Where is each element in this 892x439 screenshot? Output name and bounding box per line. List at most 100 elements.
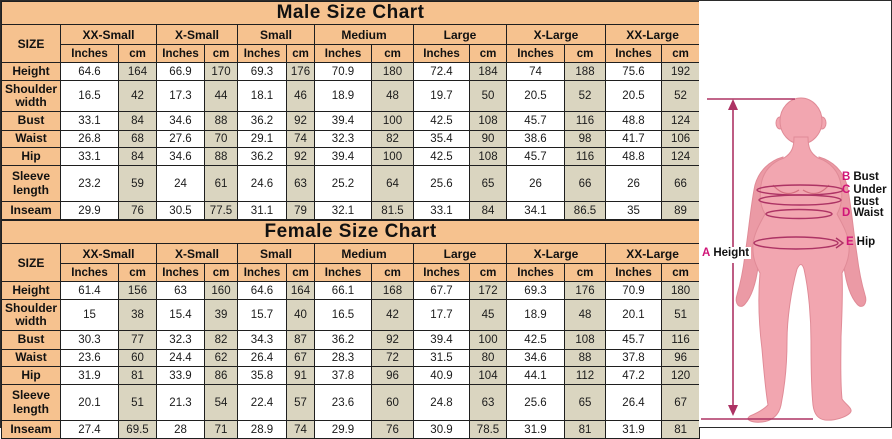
measurement-value-cm: 70 [204,130,238,148]
measurement-value-cm: 59 [118,165,157,202]
measurement-value-inches: 21.3 [156,384,205,421]
measurement-value-inches: 29.9 [314,420,372,439]
measurement-value-cm: 50 [469,80,507,112]
measurement-value-inches: 17.3 [156,80,205,112]
measurement-value-inches: 24.6 [237,165,287,202]
measurement-value-cm: 108 [564,330,606,350]
chart-title: Male Size Chart [0,1,701,25]
measurement-value-cm: 65 [469,165,507,202]
measurement-value-cm: 124 [660,147,701,166]
unit-header-cm: cm [118,263,157,282]
measurement-value-cm: 79 [286,201,315,220]
unit-header-inches: Inches [314,44,372,63]
measurement-value-inches: 18.1 [237,80,287,112]
measurement-value-inches: 63 [156,281,205,300]
measurement-value-inches: 34.6 [156,147,205,166]
unit-header-inches: Inches [156,44,205,63]
chart-title: Female Size Chart [0,220,701,244]
measurement-value-cm: 38 [118,299,157,331]
measurement-value-inches: 31.9 [506,420,565,439]
unit-header-inches: Inches [506,44,565,63]
measurement-value-inches: 16.5 [60,80,119,112]
measurement-value-inches: 42.5 [506,330,565,350]
hip-measure-line [753,236,839,250]
measurement-value-cm: 81 [660,420,701,439]
measurement-value-cm: 76 [118,201,157,220]
size-column-header: X-Large [506,243,606,264]
measurement-value-cm: 54 [204,384,238,421]
unit-header-inches: Inches [60,263,119,282]
unit-header-cm: cm [371,263,414,282]
measurement-value-cm: 77 [118,330,157,350]
label-bust: B Bust [842,171,879,183]
measurement-value-inches: 44.1 [506,366,565,385]
row-label: Inseam [1,420,61,439]
measurement-value-cm: 63 [469,384,507,421]
measurement-value-cm: 106 [660,130,701,148]
size-column-header: Small [237,24,315,45]
measurement-value-cm: 76 [371,420,414,439]
measurement-value-inches: 22.4 [237,384,287,421]
measurement-value-cm: 39 [204,299,238,331]
unit-header-cm: cm [371,44,414,63]
measurement-value-inches: 67.7 [413,281,470,300]
measurement-value-inches: 28.3 [314,349,372,367]
measurement-value-cm: 176 [286,62,315,81]
row-label: Shoulder width [1,299,61,331]
measurement-value-inches: 32.1 [314,201,372,220]
waist-measure-line [765,208,833,220]
under-bust-measure-line [758,194,842,206]
row-label: Sleeve length [1,165,61,202]
unit-header-cm: cm [204,44,238,63]
measurement-value-cm: 51 [660,299,701,331]
label-under-bust: C Under Bust [842,184,892,208]
measurement-value-inches: 34.6 [156,111,205,131]
size-column-header: Large [413,24,507,45]
label-hip-letter: E [846,236,854,248]
unit-header-inches: Inches [314,263,372,282]
measurement-value-cm: 188 [564,62,606,81]
female-size-table: Female Size Chart SIZE XX-Small X-Small Smal… [0,220,701,439]
measurement-value-inches: 30.3 [60,330,119,350]
measurement-value-inches: 39.4 [314,111,372,131]
measurement-value-cm: 80 [469,349,507,367]
label-height-text: Height [713,247,750,259]
size-column-header: XX-Large [604,243,701,264]
measurement-value-inches: 64.6 [60,62,119,81]
measurement-value-inches: 20.1 [60,384,119,421]
measurement-value-inches: 70.9 [314,62,372,81]
measurement-value-cm: 170 [204,62,238,81]
measurement-value-cm: 192 [660,62,701,81]
measurement-value-cm: 82 [371,130,414,148]
measurement-value-inches: 36.2 [314,330,372,350]
measurement-value-inches: 34.3 [237,330,287,350]
measurement-value-cm: 71 [204,420,238,439]
unit-header-cm: cm [286,44,315,63]
measurement-value-inches: 31.9 [60,366,119,385]
measurement-value-cm: 63 [286,165,315,202]
unit-header-inches: Inches [60,44,119,63]
measurement-value-inches: 27.4 [60,420,119,439]
unit-header-cm: cm [469,263,507,282]
row-label: Inseam [1,201,61,220]
measurement-value-inches: 33.1 [60,147,119,166]
measurement-value-inches: 72.4 [413,62,470,81]
measurement-value-inches: 20.5 [605,80,662,112]
measurement-value-inches: 35.8 [237,366,287,385]
measurement-value-cm: 116 [564,111,606,131]
measurement-value-inches: 42.5 [413,111,470,131]
unit-header-cm: cm [660,263,701,282]
measurement-value-inches: 40.9 [413,366,470,385]
row-label: Height [1,281,61,300]
unit-header-cm: cm [118,44,157,63]
measurement-value-inches: 18.9 [314,80,372,112]
size-column-header: X-Small [156,243,238,264]
measurement-value-cm: 52 [564,80,606,112]
size-column-header: X-Small [156,24,238,45]
label-height: A Height [700,247,752,260]
measurement-value-inches: 70.9 [605,281,662,300]
measurement-value-inches: 26 [605,165,662,202]
label-hip: E Hip [846,236,875,248]
height-arrow-up-icon [728,99,738,110]
measurement-value-cm: 164 [118,62,157,81]
